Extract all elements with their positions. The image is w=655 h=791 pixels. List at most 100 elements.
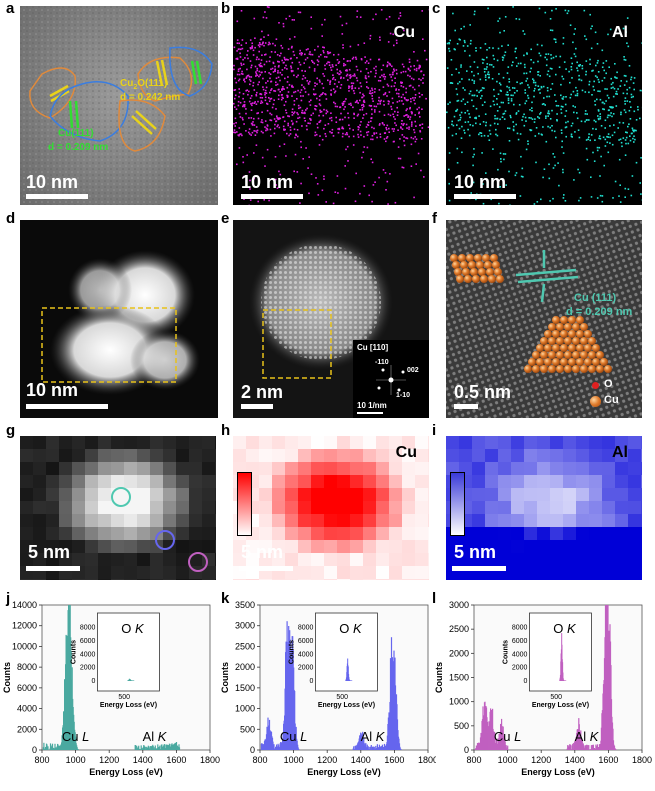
scale-bar-d [26,404,108,409]
x-tick-label: 1600 [384,755,404,765]
fft-scale-label: 10 1/nm [357,401,387,410]
spectrum-bar [612,728,614,750]
inset-y-tick: 6000 [80,638,96,645]
y-tick-label: 500 [454,721,469,731]
spectrum-bar [159,745,161,750]
inset-y-tick: 4000 [298,651,314,658]
fft-index-1m10: 1-10 [396,392,411,399]
spectrum-bar [372,746,374,750]
al-k-edge-label: Al K [361,729,386,744]
roi-circle-pink [188,552,208,572]
cu-eels-label: Cu [395,444,417,461]
x-tick-label: 1800 [418,755,436,765]
o-atom-legend-marker [592,382,599,389]
y-tick-label: 10000 [12,641,37,651]
spectrum-bar [43,742,45,750]
spectrum-bar [141,748,143,750]
spectrum-bar [178,744,180,750]
spectrum-bar [572,743,574,750]
inset-x-tick: 500 [118,694,130,701]
spectrum-bar [376,744,378,750]
al-eds-map: Al 10 nm [446,6,642,205]
al-map-label: Al [612,24,628,41]
eels-spectrum-j: 800 1000 1200 1400 1600 1800 0 2000 4000 6000 8000… [2,600,220,777]
spectrum-bar [353,746,355,750]
spectrum-bar [589,749,591,750]
spectrum-bar [261,744,263,750]
o-k-edge-label: O K [553,621,577,636]
inset-y-tick: 0 [310,678,314,685]
haadf-image: 10 nm [20,220,218,418]
cu-l-edge-label: Cu L [494,729,521,744]
hrtem-overlay [20,6,218,205]
scale-label-d: 10 nm [26,380,79,400]
y-tick-label: 2000 [449,648,469,658]
scale-label-h: 5 nm [241,542,284,562]
x-tick-label: 1600 [166,755,186,765]
y-tick-label: 2500 [235,641,255,651]
y-tick-label: 2000 [235,662,255,672]
spectrum-bar [139,748,141,750]
spectrum-bar [379,746,381,750]
panel-label-d: d [6,210,16,227]
atomic-model-image: Cu (111) d = 0.209 nm O Cu 0.5 nm [446,220,642,418]
inset-x-label: Energy Loss (eV) [100,702,157,709]
inset-bar [562,672,564,681]
x-tick-label: 1200 [317,755,337,765]
y-tick-label: 0 [464,745,469,755]
spectrum-bar [152,746,154,750]
al-eds-dots [446,6,642,205]
spectrum-bar [613,745,616,750]
scale-label-f: 0.5 nm [454,382,512,402]
inset-y-tick: 2000 [80,665,96,672]
scale-label-e: 2 nm [241,382,284,402]
lattice-label: Cu (111) [574,292,617,304]
y-tick-label: 12000 [12,621,37,631]
scale-label-i: 5 nm [454,542,497,562]
spectrum-bar [136,745,138,750]
roi-circle-blue [155,530,175,550]
y-tick-label: 8000 [17,662,37,672]
spectrum-bar [144,746,146,750]
spectrum-bar [273,744,275,750]
fft-index-110: -110 [375,359,389,366]
eels-haadf-map: 5 nm [20,436,216,580]
haadf-zoom-image: Cu [110] -110 002 1-10 10 1/nm 2 nm [233,220,429,418]
y-axis-label: Counts [434,662,444,693]
spectrum-bar [163,744,165,750]
inset-x-tick: 500 [550,694,562,701]
spectrum-bar [591,744,593,750]
inset-bar [565,680,567,681]
x-axis-label: Energy Loss (eV) [521,767,595,777]
y-tick-label: 1500 [449,673,469,683]
spectrum-bar [140,745,142,750]
eels-spectrum-l: 800 1000 1200 1400 1600 1800 0 500 1000 1500 2000 2… [434,600,652,777]
panel-label-c: c [432,0,441,17]
spectrum-bar [161,746,163,750]
inset-y-tick: 8000 [512,625,528,632]
scale-bar-e [241,404,273,409]
spectrum-bar [505,745,507,750]
spectrum-bar [145,746,147,750]
inset-bar [133,680,135,681]
spectrum-bar [54,747,57,750]
spectrum-bar [149,746,151,750]
spectrum-bar [159,749,161,750]
spectrum-bar [576,729,578,750]
haadf-zoom-overlay [249,234,429,418]
spectrum-bar [583,747,585,750]
y-axis-label: Counts [220,662,230,693]
scale-bar-f [454,404,478,409]
x-tick-label: 1400 [565,755,585,765]
spectrum-bar [587,745,589,750]
y-tick-label: 1500 [235,683,255,693]
spectrum-bar [46,744,48,750]
x-tick-label: 1200 [99,755,119,765]
spectrum-bar [59,745,61,750]
cu-annotation: Cu(111) [58,128,94,139]
spectrum-bar [135,745,137,750]
spectrum-bar [276,744,278,750]
cu2o-d-spacing: d = 0.242 nm [120,92,181,103]
scale-label-g: 5 nm [28,542,71,562]
x-tick-label: 1200 [531,755,551,765]
